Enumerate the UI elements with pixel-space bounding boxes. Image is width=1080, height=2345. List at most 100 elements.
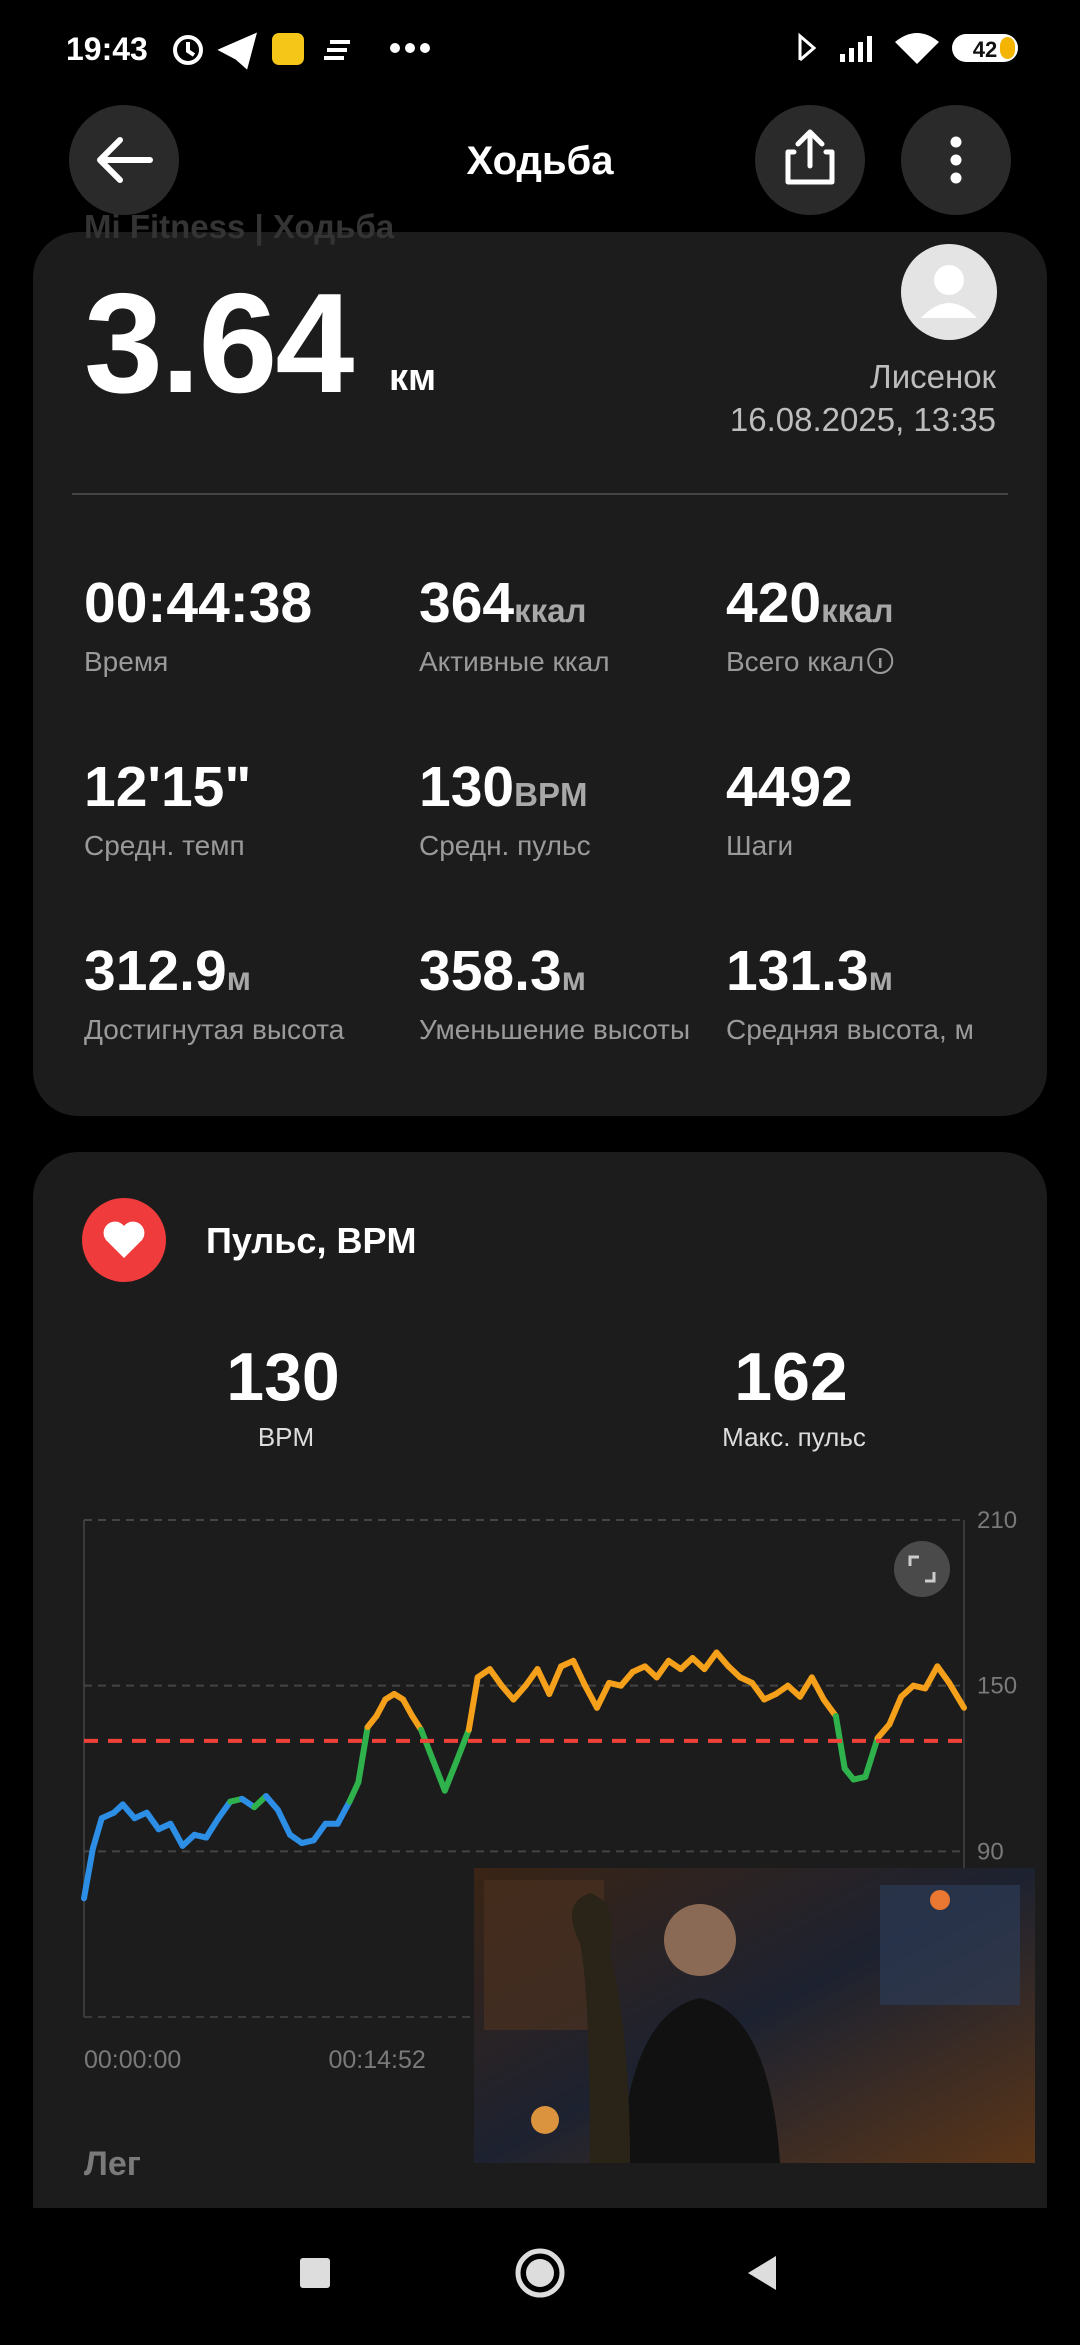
heart-rate-segment	[713, 1649, 732, 1670]
distance-value: 3.64	[84, 264, 354, 423]
stat-unit: ккал	[821, 592, 893, 629]
stat-value: 12'15"	[84, 755, 251, 819]
heart-icon	[103, 1221, 145, 1258]
heart-rate-segment	[310, 1820, 329, 1844]
x-tick-label: 00:14:52	[328, 2046, 425, 2074]
stat-value: 4492	[726, 755, 853, 819]
nav-recents[interactable]	[300, 2258, 330, 2288]
stat-label: Всего ккал	[726, 646, 864, 677]
heart-rate-segment	[355, 1724, 371, 1786]
nav-back[interactable]	[748, 2256, 776, 2290]
heart-rate-segment	[886, 1693, 905, 1728]
heart-rate-segment	[797, 1674, 815, 1700]
nav-home[interactable]	[515, 2248, 565, 2298]
video-overlay[interactable]	[474, 1868, 1035, 2163]
heart-rate-segment	[346, 1779, 362, 1805]
heart-rate-chart: 90 150 210 00:00:00 00:14:52	[81, 1507, 1017, 2074]
stat-label: Время	[84, 646, 168, 677]
legend-title: Лег	[84, 2145, 141, 2183]
average-value: 130	[226, 1339, 339, 1415]
stat-number: 131.3	[726, 939, 869, 1003]
heart-rate-segment	[593, 1679, 613, 1711]
stat-value: 420ккал	[726, 571, 893, 635]
y-tick-label: 90	[977, 1838, 1004, 1865]
stat-unit: ккал	[514, 592, 586, 629]
y-tick-label: 150	[977, 1673, 1017, 1700]
workout-date: 16.08.2025, 13:35	[730, 401, 996, 438]
status-time: 19:43	[66, 31, 148, 67]
status-icons-right	[798, 32, 1018, 64]
heart-rate-segment	[498, 1682, 517, 1703]
stat-number: 420	[726, 571, 821, 635]
stat-number: 12'15"	[84, 755, 251, 819]
expand-button[interactable]	[894, 1541, 950, 1597]
heart-rate-segment	[167, 1820, 186, 1849]
stat-value: 130BPM	[419, 755, 587, 819]
status-icons-left	[173, 32, 430, 70]
heart-rate-segment	[418, 1726, 436, 1764]
heart-rate-segment	[429, 1757, 448, 1794]
max-value: 162	[734, 1339, 847, 1415]
heart-rate-title: Пульс, BPM	[206, 1220, 416, 1261]
heart-rate-segment	[582, 1682, 600, 1711]
stat-number: 358.3	[419, 939, 562, 1003]
y-tick-label: 210	[977, 1507, 1017, 1534]
background-title: Mi Fitness | Ходьба	[84, 208, 395, 245]
stat-label: Шаги	[726, 830, 793, 861]
stat-unit: м	[869, 960, 893, 997]
heart-rate-segment	[701, 1649, 720, 1673]
heart-rate-segment	[203, 1815, 222, 1841]
stat-number: 364	[419, 571, 514, 635]
back-icon	[97, 137, 153, 183]
heart-rate-segment	[946, 1679, 967, 1711]
stat-number: 4492	[726, 755, 853, 819]
heart-rate-segment	[400, 1696, 416, 1720]
stat-number: 00:44:38	[84, 571, 312, 635]
stat-label: Активные ккал	[419, 646, 610, 677]
stat-unit: м	[227, 960, 251, 997]
heart-rate-segment	[820, 1696, 839, 1720]
average-label: BPM	[258, 1422, 314, 1452]
heart-rate-segment	[808, 1674, 827, 1703]
stat-label: Средн. пульс	[419, 830, 591, 861]
heart-rate-segment	[263, 1793, 281, 1813]
stat-number: 312.9	[84, 939, 227, 1003]
heart-rate-segment	[546, 1663, 565, 1697]
stat-value: 358.3м	[419, 939, 586, 1003]
heart-rate-segment	[922, 1663, 941, 1692]
distance-unit: км	[389, 357, 436, 399]
heart-rate-segment	[874, 1721, 893, 1742]
stat-unit: BPM	[514, 776, 587, 813]
heart-rate-segment	[653, 1657, 672, 1681]
x-tick-label: 00:00:00	[84, 2046, 181, 2074]
share-icon	[785, 129, 835, 185]
max-label: Макс. пульс	[722, 1422, 866, 1452]
stat-label: Достигнутая высота	[84, 1014, 345, 1045]
heart-rate-segment	[89, 1815, 105, 1852]
heart-rate-segment	[862, 1735, 881, 1780]
heart-rate-segment	[934, 1663, 953, 1686]
more-icon	[950, 136, 962, 184]
heart-rate-segment	[81, 1845, 96, 1902]
heart-rate-segment	[215, 1798, 234, 1822]
heart-rate-segment	[617, 1668, 636, 1689]
heart-rate-segment	[510, 1682, 529, 1703]
stat-label: Средняя высота, м	[726, 1014, 974, 1045]
stat-value: 131.3м	[726, 939, 893, 1003]
heart-rate-segment	[453, 1726, 472, 1764]
heart-rate-segment	[119, 1801, 138, 1822]
heart-rate-segment	[534, 1666, 553, 1697]
info-icon	[867, 648, 894, 674]
heart-rate-segment	[465, 1674, 481, 1733]
stat-value: 00:44:38	[84, 571, 312, 635]
user-name: Лисенок	[870, 358, 997, 395]
stat-value: 364ккал	[419, 571, 586, 635]
avatar[interactable]	[901, 244, 997, 340]
heart-rate-segment	[570, 1657, 589, 1689]
battery-level: 42	[973, 37, 997, 62]
stat-unit: м	[562, 960, 586, 997]
stat-label: Средн. темп	[84, 830, 245, 861]
heart-rate-segment	[143, 1809, 162, 1833]
page-title: Ходьба	[467, 139, 615, 183]
